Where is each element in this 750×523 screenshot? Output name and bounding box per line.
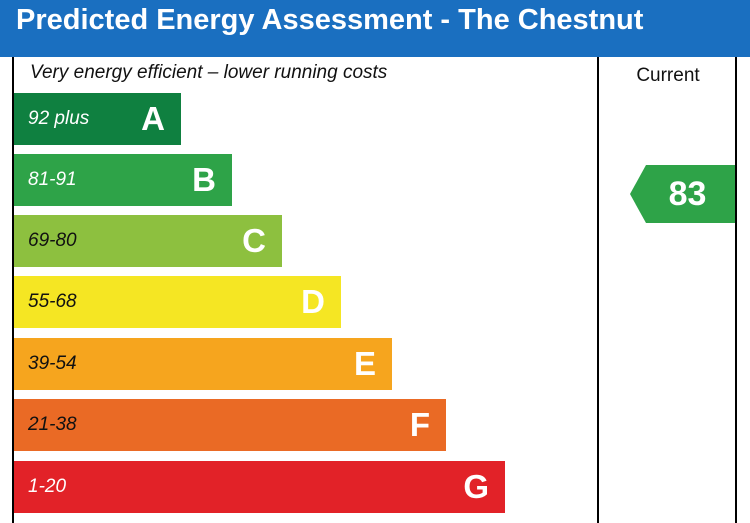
band-b-letter: B [192, 161, 216, 198]
column-divider [597, 57, 599, 523]
page-title: Predicted Energy Assessment - The Chestn… [16, 4, 644, 36]
band-a-letter: A [141, 100, 165, 137]
efficiency-note: Very energy efficient – lower running co… [30, 62, 388, 83]
chart-frame [12, 57, 737, 523]
band-c-range: 69-80 [28, 230, 77, 251]
band-e-letter: E [353, 345, 376, 382]
current-rating-marker: 83 [630, 165, 735, 223]
band-d-range: 55-68 [28, 291, 77, 312]
band-g: 1-20 G [14, 461, 505, 513]
band-g-letter: G [463, 468, 489, 505]
current-arrow-shape [630, 165, 735, 223]
band-e-range: 39-54 [28, 353, 77, 374]
band-b-range: 81-91 [28, 169, 77, 190]
current-rating-value: 83 [668, 175, 707, 213]
band-c: 69-80 C [14, 215, 282, 267]
band-f-letter: F [409, 406, 430, 443]
band-a-range: 92 plus [28, 108, 90, 129]
current-column-label: Current [636, 65, 700, 86]
band-f-range: 21-38 [28, 414, 77, 435]
band-d: 55-68 D [14, 276, 341, 328]
band-f: 21-38 F [14, 399, 446, 451]
band-g-range: 1-20 [28, 476, 67, 497]
band-b: 81-91 B [14, 154, 232, 206]
header-bar: Predicted Energy Assessment - The Chestn… [0, 0, 750, 57]
band-e: 39-54 E [14, 338, 392, 390]
band-c-letter: C [242, 222, 266, 259]
band-a: 92 plus A [14, 93, 181, 145]
band-d-letter: D [301, 283, 325, 320]
